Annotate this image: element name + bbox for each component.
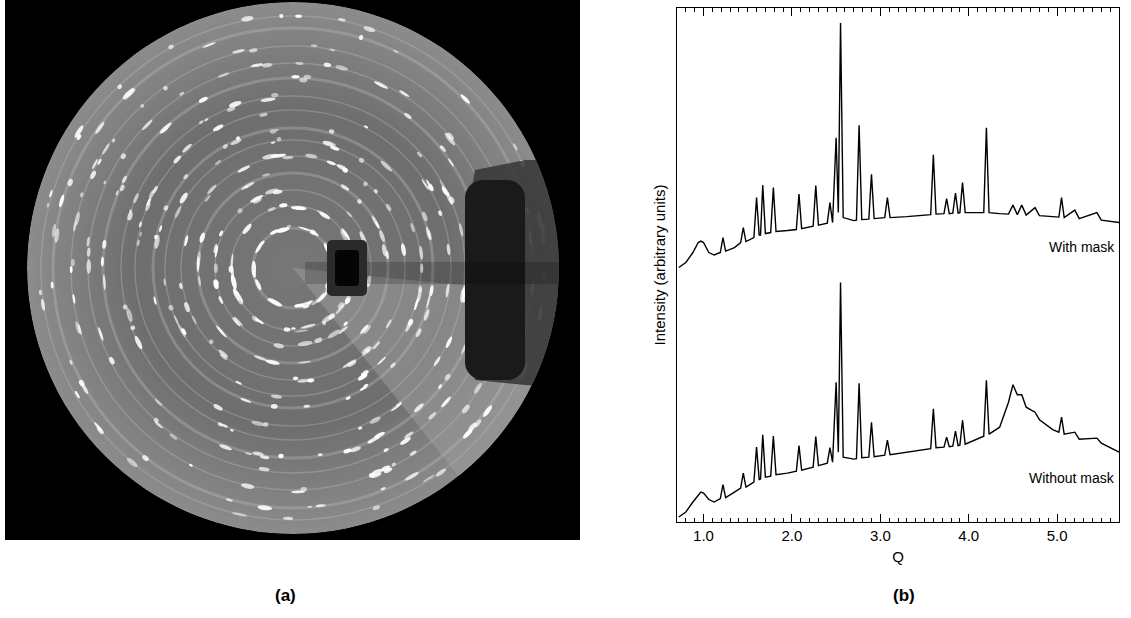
svg-text:2.0: 2.0 — [781, 527, 802, 544]
svg-text:5.0: 5.0 — [1047, 527, 1068, 544]
svg-text:Without mask: Without mask — [1029, 470, 1115, 486]
html-text:(a): (a) — [275, 586, 296, 605]
svg-text:1.0: 1.0 — [693, 527, 714, 544]
svg-text:4.0: 4.0 — [958, 527, 979, 544]
svg-text:With mask: With mask — [1049, 239, 1115, 255]
svg-text:3.0: 3.0 — [870, 527, 891, 544]
svg-text:Intensity (arbitrary units): Intensity (arbitrary units) — [651, 185, 668, 346]
html-text:(b): (b) — [893, 586, 915, 605]
svg-text:Q: Q — [892, 548, 904, 565]
